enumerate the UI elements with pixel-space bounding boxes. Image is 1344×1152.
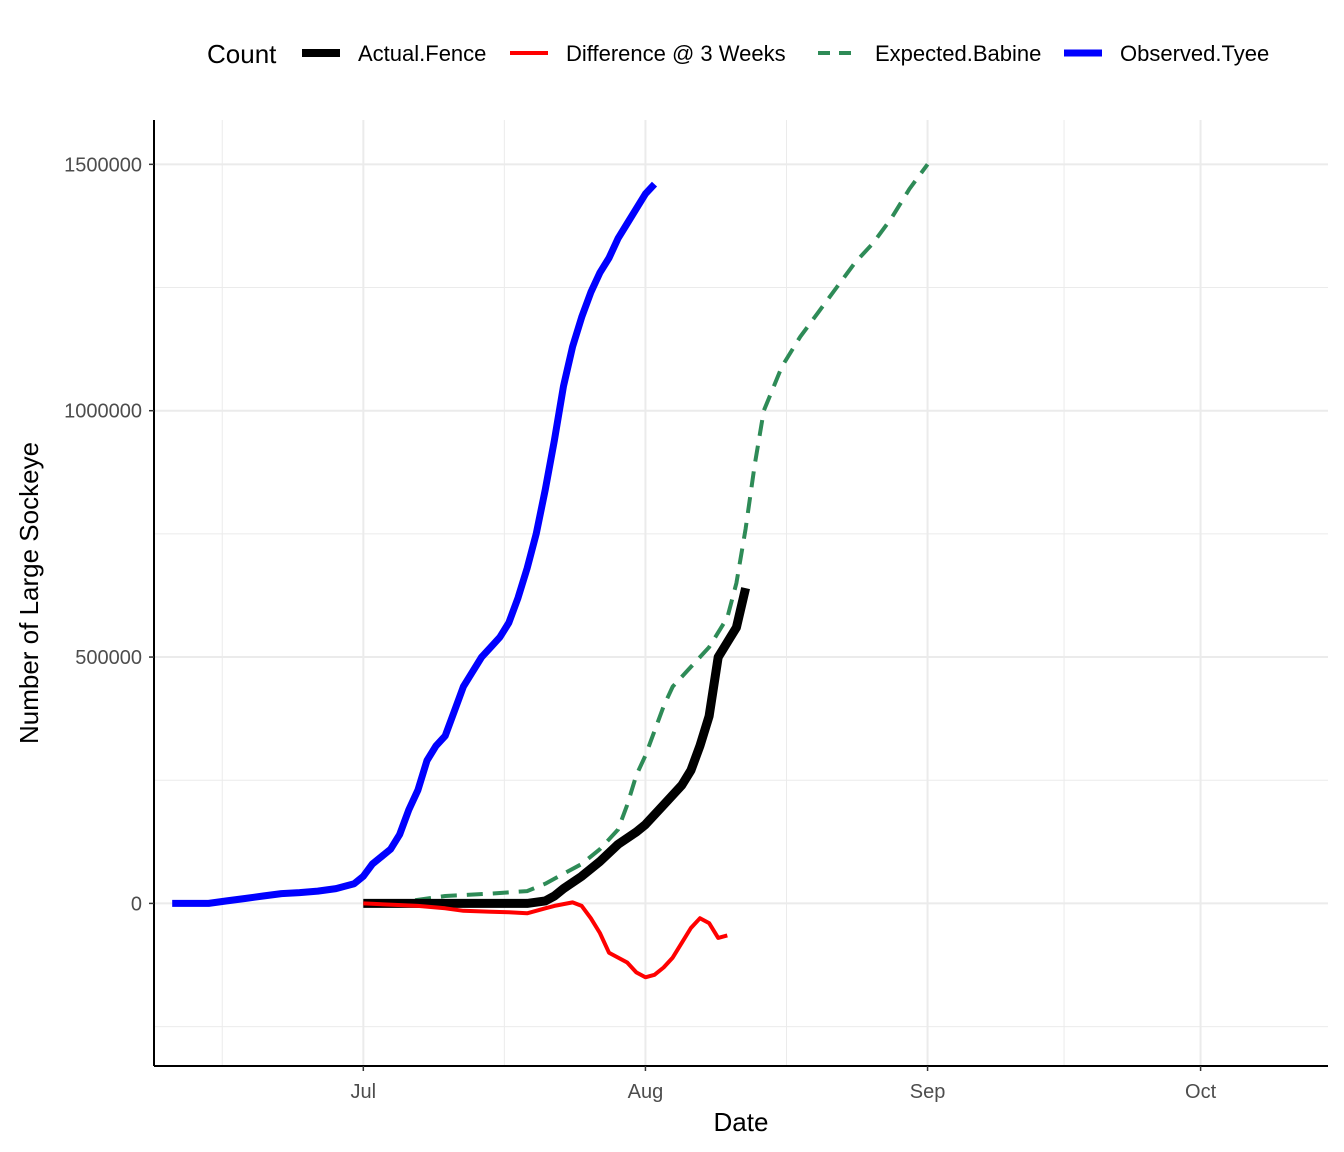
x-tick-label: Oct [1185,1081,1217,1103]
y-tick-label: 1000000 [64,401,142,423]
series-line-expected-babine [363,163,930,906]
legend-item: Expected.Babine [818,41,1041,66]
legend-label: Actual.Fence [358,41,486,66]
series-line-difference-3-weeks [363,900,728,980]
x-tick-label: Sep [910,1081,946,1103]
y-ticks: 0 500000 1000000 1500000 [64,154,154,915]
x-axis-title: Date [714,1107,769,1137]
legend-label: Observed.Tyee [1120,41,1269,66]
legend-item: Observed.Tyee [1064,41,1269,66]
legend: Count Actual.Fence Difference @ 3 Weeks Ex… [207,39,1269,69]
axes: 0 500000 1000000 1500000 Jul Aug Sep Oct [64,120,1328,1103]
y-tick-label: 500000 [75,647,142,669]
series-line-actual-fence [363,587,750,908]
x-ticks: Jul Aug Sep Oct [351,1066,1217,1103]
y-tick-label: 0 [131,893,142,915]
y-axis-title: Number of Large Sockeye [14,442,44,744]
x-tick-label: Aug [628,1081,664,1103]
legend-item: Actual.Fence [302,41,486,66]
legend-item: Difference @ 3 Weeks [510,41,786,66]
y-tick-label: 1500000 [64,154,142,176]
legend-label: Difference @ 3 Weeks [566,41,786,66]
series-layer [172,163,930,980]
legend-label: Expected.Babine [875,41,1041,66]
legend-title: Count [207,39,277,69]
series-line-observed-tyee [172,181,658,907]
gridlines [154,120,1328,1066]
x-tick-label: Jul [351,1081,377,1103]
legend-items: Actual.Fence Difference @ 3 Weeks Expected… [302,41,1269,66]
